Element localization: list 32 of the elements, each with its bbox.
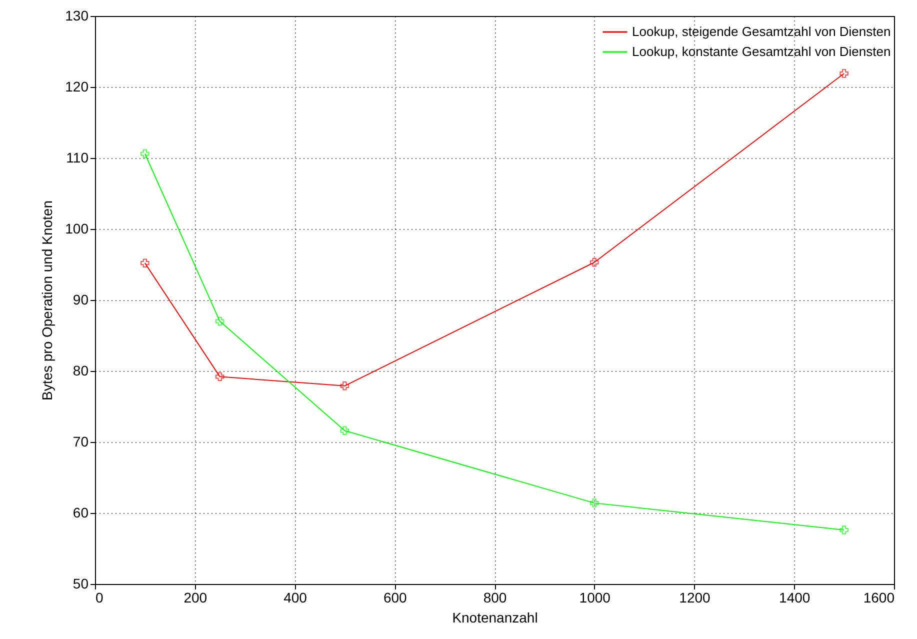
x-axis-title: Knotenanzahl [452, 610, 538, 626]
y-tick-label: 90 [72, 292, 89, 308]
point [340, 426, 350, 436]
point [215, 372, 224, 382]
y-tick-label: 120 [65, 78, 89, 94]
y-tick-label: 50 [72, 576, 89, 592]
y-tick-label: 100 [65, 220, 89, 236]
x-tick-label: 600 [383, 590, 408, 606]
x-tick-label: 200 [184, 590, 208, 606]
x-tick-label: 1600 [863, 590, 895, 606]
x-tick-label: 1000 [579, 590, 611, 606]
point [215, 316, 224, 326]
point [140, 149, 150, 158]
point [340, 382, 350, 390]
y-tick-label: 130 [65, 8, 89, 24]
x-tick-label: 400 [284, 590, 308, 606]
y-tick-label: 80 [72, 362, 89, 378]
point [840, 526, 848, 534]
point [590, 498, 599, 508]
y-tick-label: 70 [72, 434, 89, 450]
legend-label: Lookup, steigende Gesamtzahl von Diensten [632, 24, 891, 39]
x-tick-label: 1200 [679, 590, 711, 606]
y-axis-title: Bytes pro Operation und Knoten [39, 200, 56, 401]
point [140, 258, 150, 268]
legend-label: Lookup, konstante Gesamtzahl von Diensten [632, 44, 891, 59]
x-tick-label: 0 [96, 590, 104, 606]
point [590, 258, 599, 267]
x-tick-label: 800 [483, 590, 507, 606]
y-tick-label: 60 [72, 504, 89, 520]
x-tick-label: 1400 [779, 590, 810, 606]
point [840, 69, 848, 78]
y-tick-label: 110 [66, 150, 89, 166]
